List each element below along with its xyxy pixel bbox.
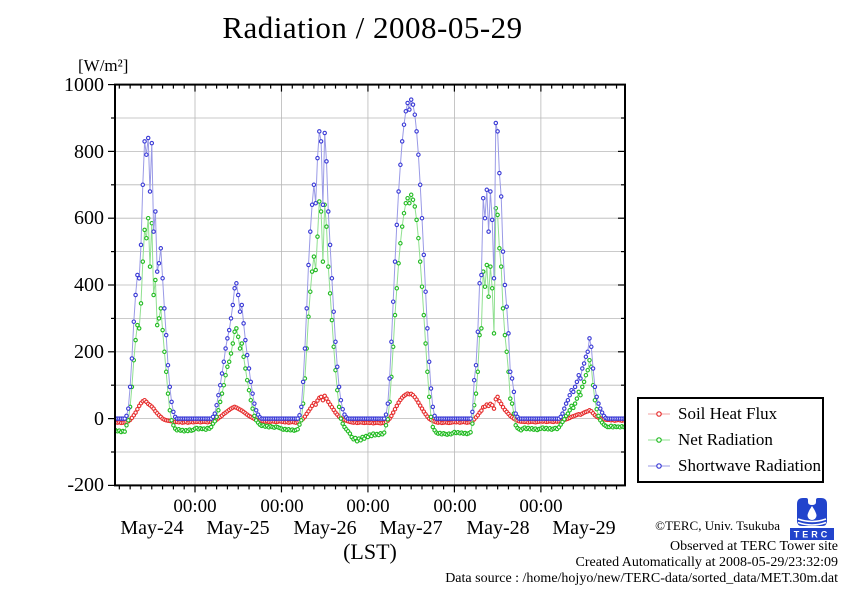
y-tick-label-400: 400 xyxy=(74,274,104,296)
day-label-may28: May-28 xyxy=(466,517,530,539)
x-tick-label-0000-1: 00:00 xyxy=(173,496,217,517)
day-label-may26: May-26 xyxy=(293,517,357,539)
y-tick-label-200: 200 xyxy=(74,341,104,363)
x-tick-label-0000-3: 00:00 xyxy=(346,496,390,517)
y-tick-label-1000: 1000 xyxy=(64,74,104,96)
terc-logo-icon: TERC xyxy=(790,498,834,540)
legend-item-shortwave-radiation: Shortwave Radiation xyxy=(647,456,822,476)
legend-label-net-radiation: Net Radiation xyxy=(678,430,773,449)
legend-label-soil-heat-flux: Soil Heat Flux xyxy=(678,404,778,423)
created-at-text: Created Automatically at 2008-05-29/23:3… xyxy=(575,555,838,570)
legend-marker-shortwave-icon xyxy=(648,463,670,469)
chart-title: Radiation / 2008-05-29 xyxy=(222,10,523,45)
y-axis-unit-label: [W/m²] xyxy=(78,56,129,75)
logo-water-drop-icon xyxy=(807,506,817,520)
logo-text-bar xyxy=(790,528,834,540)
x-tick-label-0000-4: 00:00 xyxy=(433,496,477,517)
logo-wave-2 xyxy=(797,521,827,526)
y-tick-label-600: 600 xyxy=(74,207,104,229)
data-source-text: Data source : /home/hojyo/new/TERC-data/… xyxy=(445,571,838,586)
x-tick-label-0000-2: 00:00 xyxy=(260,496,304,517)
day-label-may29: May-29 xyxy=(552,517,616,539)
legend-item-net-radiation: Net Radiation xyxy=(647,430,822,450)
copyright-text: ©TERC, Univ. Tsukuba xyxy=(655,518,780,533)
logo-wave-1 xyxy=(797,518,827,523)
observed-at-text: Observed at TERC Tower site xyxy=(669,539,838,554)
legend-label-shortwave-radiation: Shortwave Radiation xyxy=(678,456,822,475)
y-tick-label-800: 800 xyxy=(74,141,104,163)
day-label-may24: May-24 xyxy=(120,517,184,539)
legend-item-soil-heat-flux: Soil Heat Flux xyxy=(647,404,822,424)
legend-marker-net-icon xyxy=(648,437,670,443)
x-tick-label-0000-5: 00:00 xyxy=(519,496,563,517)
x-axis-title: (LST) xyxy=(343,539,397,564)
day-label-may27: May-27 xyxy=(379,517,443,539)
legend-marker-soil-icon xyxy=(648,411,670,417)
y-tick-label-0: 0 xyxy=(94,408,104,430)
logo-text: TERC xyxy=(794,530,831,540)
day-label-may25: May-25 xyxy=(206,517,270,539)
legend-box: Soil Heat Flux Net Radiation Shortwave R… xyxy=(637,397,824,483)
y-tick-label-neg200: -200 xyxy=(67,474,104,496)
